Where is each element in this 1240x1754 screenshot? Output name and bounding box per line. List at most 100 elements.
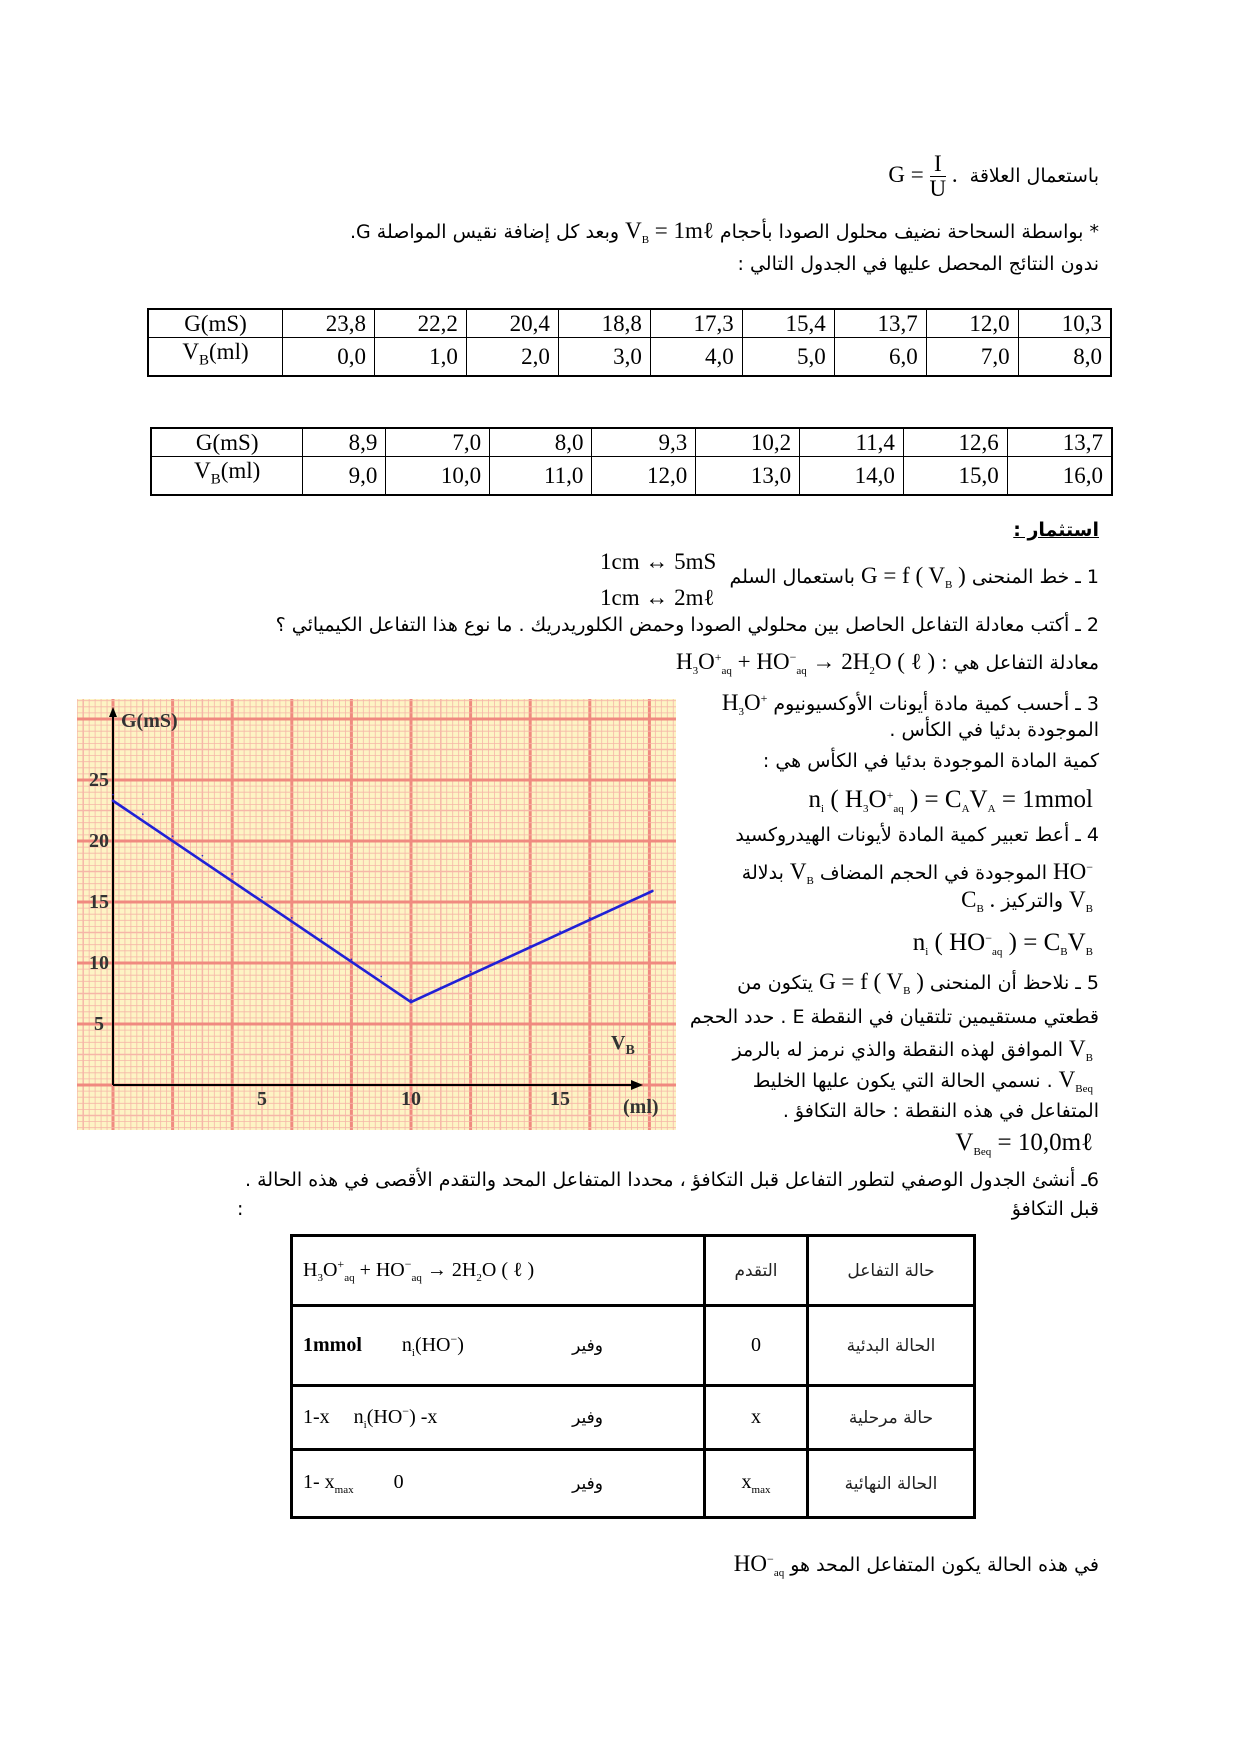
- data-point: [320, 937, 323, 940]
- amounts-cell: 1-x ni(HO−) -x وفير: [290, 1384, 706, 1451]
- table-cell: 13,7: [1006, 427, 1113, 457]
- formula-part: aq: [893, 803, 904, 815]
- formula-volume: VB = 1mℓ: [625, 218, 714, 253]
- formula-part: Beq: [973, 1146, 992, 1158]
- formula-part: 3: [863, 803, 869, 815]
- formula-h3o: H3O+: [722, 685, 768, 725]
- data-point: [499, 959, 502, 962]
- table-row: 1- xmax 0 وفير x max الحالة النهائية: [290, 1448, 976, 1519]
- formula-part: V: [955, 1129, 974, 1156]
- formula-part: C: [961, 887, 977, 912]
- question-6: 6ـ أنشئ الجدول الوصفي لتطور التفاعل قبل …: [245, 1169, 1099, 1191]
- formula-part: B: [976, 903, 984, 915]
- formula-part: B: [1085, 946, 1093, 958]
- row-label: G(mS): [150, 427, 304, 457]
- formula-part: ): [910, 969, 924, 994]
- formula-part: B: [1060, 946, 1068, 958]
- measurements-table-1: G(mS) 23,8 22,2 20,4 18,8 17,3 15,4 13,7 12,0 10,…: [147, 308, 1112, 377]
- row-label: G(mS): [147, 308, 284, 338]
- formula-part: −: [450, 1332, 458, 1346]
- formula-part: 2: [476, 1272, 482, 1284]
- formula-vbeq: VBeq: [1059, 1067, 1093, 1102]
- formula-part: −: [985, 931, 992, 945]
- advance-cell: x: [703, 1384, 809, 1451]
- scale-legend: 1cm ↔ 5mS 1cm ↔ 2mℓ: [600, 544, 716, 616]
- question-6-colon: :: [237, 1198, 244, 1220]
- x-axis-unit: (ml): [623, 1096, 659, 1118]
- amounts-cell: 1mmol ni(HO−) وفير: [290, 1304, 706, 1387]
- formula-part: i: [925, 946, 929, 958]
- question-3: 3 ـ أحسب كمية مادة أيونات الأوكسيونيومH3…: [716, 685, 1099, 725]
- table-cell: 13,0: [695, 455, 801, 496]
- formula-part: HO: [733, 1551, 768, 1576]
- formula-g-f-vb: G = f ( VB ): [861, 563, 966, 598]
- table-row-v: VB(ml) 0,0 1,0 2,0 3,0 4,0 5,0 6,0 7,0 8,0: [147, 336, 1112, 377]
- formula-part: 3: [692, 665, 699, 677]
- table-cell: 8,0: [489, 427, 593, 457]
- formula-lhs: G =: [888, 161, 924, 187]
- question-5-line-3: VBالموافق لهذه النقطة والذي نرمز له بالر…: [733, 1036, 1099, 1071]
- question-5-line-2: قطعتي مستقيمين تلتقيان في النقطة E . حدد…: [689, 1006, 1099, 1028]
- y-tick-label: 25: [89, 769, 109, 791]
- question-5-line-5: المتفاعل في هذه النقطة : حالة التكافؤ .: [782, 1100, 1099, 1122]
- formula-part: + HO: [354, 1259, 405, 1281]
- formula-part: x: [741, 1471, 752, 1493]
- data-point: [380, 975, 383, 978]
- data-point: [410, 998, 412, 1001]
- formula-part: 1- x: [303, 1471, 335, 1493]
- header-advance: التقدم: [703, 1234, 809, 1307]
- question-3-line-2: الموجودة بدئيا في الكأس .: [889, 719, 1099, 741]
- formula-part: −: [404, 1257, 412, 1271]
- table-row-g: G(mS) 8,9 7,0 8,0 9,3 10,2 11,4 12,6 13,7: [150, 427, 1113, 457]
- formula-part: B: [903, 985, 911, 997]
- table-cell: 12,0: [925, 308, 1019, 338]
- table-cell: 16,0: [1006, 455, 1113, 496]
- intro-text: * بواسطة السحاحة نضيف محلول الصودا بأحجا…: [719, 221, 1099, 243]
- table-cell: 11,0: [489, 455, 593, 496]
- formula-part: −: [1086, 860, 1093, 874]
- data-point: [350, 958, 353, 961]
- data-point: [261, 896, 263, 898]
- data-point: [201, 854, 204, 857]
- formula-part: Beq: [1075, 1083, 1093, 1095]
- data-point: [559, 930, 561, 933]
- intro-line-3: ندون النتائج المحصل عليها في الجدول التا…: [737, 253, 1099, 275]
- formula-part: B: [1085, 1052, 1093, 1064]
- formula-part: +: [760, 691, 768, 705]
- table-cell: 14,0: [799, 455, 904, 496]
- formula-part: i: [821, 803, 825, 815]
- formula-part: G = f ( V: [819, 969, 904, 994]
- formula-vb: VB: [1069, 887, 1093, 922]
- question-2: 2 ـ أكتب معادلة التفاعل الحاصل بين محلول…: [275, 614, 1099, 636]
- formula-part: .: [983, 887, 996, 912]
- formula-part: ( H: [824, 786, 863, 813]
- header-state: حالة التفاعل: [806, 1234, 976, 1307]
- formula-part: n: [353, 1406, 364, 1428]
- table-header-row: H3O+aq + HO−aq → 2H2O ( ℓ ) التقدم حالة …: [290, 1234, 976, 1307]
- formula-part: B: [641, 234, 650, 246]
- data-point: [112, 793, 114, 796]
- state-cell: الحالة البدئية: [806, 1304, 976, 1387]
- state-cell: الحالة النهائية: [806, 1448, 976, 1519]
- amounts-cell: 1- xmax 0 وفير: [290, 1448, 706, 1519]
- table-cell: 4,0: [649, 336, 743, 377]
- question-6-sub: قبل التكافؤ: [1011, 1198, 1099, 1220]
- formula-part: = 1mmol: [995, 786, 1093, 813]
- data-point: [142, 813, 144, 815]
- y-axis-arrow-icon: [109, 707, 117, 717]
- formula-ni-ho: ni ( HO−aq ) = CBVB: [913, 925, 1093, 965]
- table-cell: 8,0: [1017, 336, 1112, 377]
- question-4: 4 ـ أعط تعبير كمية المادة لأيونات الهيدر…: [735, 824, 1099, 846]
- formula-part: O ( ℓ ): [874, 649, 936, 674]
- formula-part: V: [1069, 887, 1086, 912]
- row-label: VB(ml): [147, 336, 284, 377]
- period: .: [951, 161, 958, 187]
- formula-reaction: H3O+aq + HO−aq → 2H2O ( ℓ ): [676, 644, 935, 684]
- formula-part: ) -x: [409, 1406, 438, 1428]
- curve-segment: [111, 799, 413, 1004]
- formula-part: max: [334, 1484, 354, 1496]
- formula-vb: VB: [790, 859, 814, 894]
- question-3-answer: ni ( H3O+aq ) = CAVA = 1mmol: [803, 782, 1099, 822]
